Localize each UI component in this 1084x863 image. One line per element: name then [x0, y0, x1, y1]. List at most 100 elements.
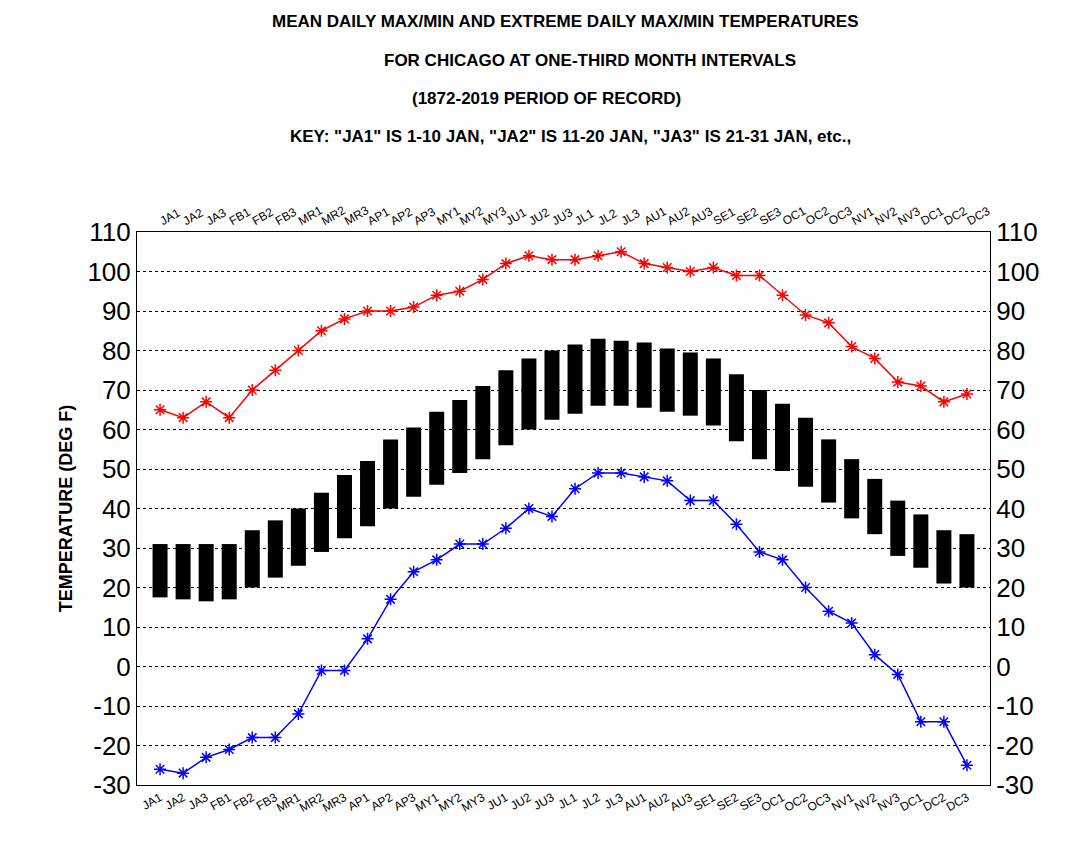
- svg-text:AU1: AU1: [621, 790, 648, 814]
- svg-text:FB3: FB3: [273, 205, 299, 228]
- svg-text:50: 50: [102, 454, 131, 484]
- svg-text:60: 60: [102, 415, 131, 445]
- svg-text:90: 90: [996, 296, 1025, 326]
- svg-text:-30: -30: [93, 770, 131, 800]
- svg-text:SE3: SE3: [737, 790, 764, 814]
- svg-text:SE1: SE1: [691, 790, 718, 814]
- svg-text:AP3: AP3: [411, 204, 438, 228]
- svg-text:MR2: MR2: [319, 203, 348, 228]
- svg-text:JA1: JA1: [158, 205, 183, 228]
- svg-text:110: 110: [89, 217, 130, 247]
- svg-text:20: 20: [996, 573, 1025, 603]
- svg-text:(1872-2019 PERIOD OF RECORD): (1872-2019 PERIOD OF RECORD): [412, 89, 681, 108]
- svg-text:JU2: JU2: [508, 790, 534, 813]
- svg-text:DC1: DC1: [898, 790, 926, 814]
- svg-text:JL1: JL1: [556, 790, 580, 812]
- svg-text:FB3: FB3: [254, 790, 280, 813]
- svg-text:NV3: NV3: [895, 204, 922, 228]
- svg-text:AU2: AU2: [645, 790, 672, 814]
- svg-text:FB1: FB1: [227, 205, 253, 228]
- svg-text:JL2: JL2: [579, 790, 603, 812]
- svg-text:30: 30: [996, 533, 1025, 563]
- svg-text:MR2: MR2: [297, 790, 326, 815]
- svg-text:70: 70: [102, 375, 131, 405]
- svg-text:30: 30: [102, 533, 131, 563]
- svg-text:40: 40: [102, 494, 131, 524]
- svg-text:100: 100: [996, 257, 1039, 287]
- svg-text:100: 100: [87, 257, 130, 287]
- svg-text:JA3: JA3: [204, 205, 229, 228]
- svg-text:110: 110: [996, 217, 1037, 247]
- svg-text:TEMPERATURE (DEG F): TEMPERATURE (DEG F): [56, 405, 76, 613]
- svg-text:60: 60: [996, 415, 1025, 445]
- svg-text:OC2: OC2: [803, 203, 832, 228]
- svg-text:10: 10: [102, 612, 131, 642]
- svg-text:MY3: MY3: [480, 203, 509, 228]
- svg-text:90: 90: [102, 296, 131, 326]
- svg-text:AU2: AU2: [665, 204, 692, 228]
- svg-text:FB1: FB1: [208, 790, 234, 813]
- svg-text:JL2: JL2: [596, 206, 620, 228]
- svg-text:MY2: MY2: [436, 790, 465, 815]
- svg-text:DC1: DC1: [918, 204, 946, 228]
- svg-text:JA2: JA2: [163, 790, 188, 813]
- svg-text:KEY: "JA1" IS 1-10 JAN, "JA2": KEY: "JA1" IS 1-10 JAN, "JA2" IS 11-20 J…: [290, 127, 851, 146]
- svg-text:AU3: AU3: [668, 790, 695, 814]
- svg-text:NV1: NV1: [849, 204, 876, 228]
- svg-text:MY1: MY1: [434, 203, 463, 228]
- svg-text:AU1: AU1: [642, 204, 669, 228]
- svg-text:JA1: JA1: [140, 790, 165, 813]
- svg-text:DC3: DC3: [964, 204, 992, 228]
- svg-text:MR3: MR3: [320, 790, 349, 815]
- svg-text:JA2: JA2: [181, 205, 206, 228]
- svg-text:80: 80: [996, 336, 1025, 366]
- svg-text:OC3: OC3: [826, 203, 855, 228]
- svg-text:JU3: JU3: [531, 790, 557, 813]
- svg-text:NV3: NV3: [875, 790, 902, 814]
- svg-text:NV2: NV2: [852, 790, 879, 814]
- svg-text:FOR CHICAGO AT ONE-THIRD MONTH: FOR CHICAGO AT ONE-THIRD MONTH INTERVALS: [384, 51, 796, 70]
- svg-text:FB2: FB2: [231, 790, 257, 813]
- svg-text:MR1: MR1: [274, 790, 303, 815]
- svg-text:JU3: JU3: [549, 205, 575, 228]
- svg-text:JA3: JA3: [186, 790, 211, 813]
- svg-text:JU1: JU1: [485, 790, 511, 813]
- svg-text:OC1: OC1: [780, 203, 809, 228]
- svg-text:0: 0: [996, 652, 1010, 682]
- svg-text:MY2: MY2: [457, 203, 486, 228]
- svg-text:70: 70: [996, 375, 1025, 405]
- svg-text:OC2: OC2: [782, 790, 811, 815]
- svg-text:SE1: SE1: [711, 204, 738, 228]
- svg-text:AP2: AP2: [388, 204, 415, 228]
- svg-text:-20: -20: [93, 731, 131, 761]
- svg-text:0: 0: [116, 652, 130, 682]
- svg-text:40: 40: [996, 494, 1025, 524]
- svg-text:OC3: OC3: [805, 790, 834, 815]
- svg-text:JL3: JL3: [602, 790, 626, 812]
- svg-text:SE3: SE3: [757, 204, 784, 228]
- svg-text:50: 50: [996, 454, 1025, 484]
- svg-text:DC2: DC2: [921, 790, 949, 814]
- svg-text:AU3: AU3: [688, 204, 715, 228]
- svg-text:AP3: AP3: [392, 790, 419, 814]
- svg-text:MY3: MY3: [459, 790, 488, 815]
- svg-text:DC2: DC2: [941, 204, 969, 228]
- svg-text:MY1: MY1: [413, 790, 442, 815]
- svg-text:FB2: FB2: [250, 205, 276, 228]
- svg-text:JL1: JL1: [573, 206, 597, 228]
- svg-text:MR3: MR3: [342, 203, 371, 228]
- svg-text:SE2: SE2: [714, 790, 741, 814]
- svg-text:-30: -30: [996, 770, 1034, 800]
- svg-text:MR1: MR1: [296, 203, 325, 228]
- svg-text:20: 20: [102, 573, 131, 603]
- svg-text:NV2: NV2: [872, 204, 899, 228]
- svg-text:OC1: OC1: [759, 790, 788, 815]
- svg-text:SE2: SE2: [734, 204, 761, 228]
- svg-text:80: 80: [102, 336, 131, 366]
- svg-text:MEAN DAILY MAX/MIN AND EXTREME: MEAN DAILY MAX/MIN AND EXTREME DAILY MAX…: [272, 12, 859, 31]
- svg-text:JU2: JU2: [526, 205, 552, 228]
- svg-text:AP1: AP1: [345, 790, 372, 814]
- svg-text:DC3: DC3: [944, 790, 972, 814]
- svg-text:JL3: JL3: [619, 206, 643, 228]
- svg-text:AP1: AP1: [365, 204, 392, 228]
